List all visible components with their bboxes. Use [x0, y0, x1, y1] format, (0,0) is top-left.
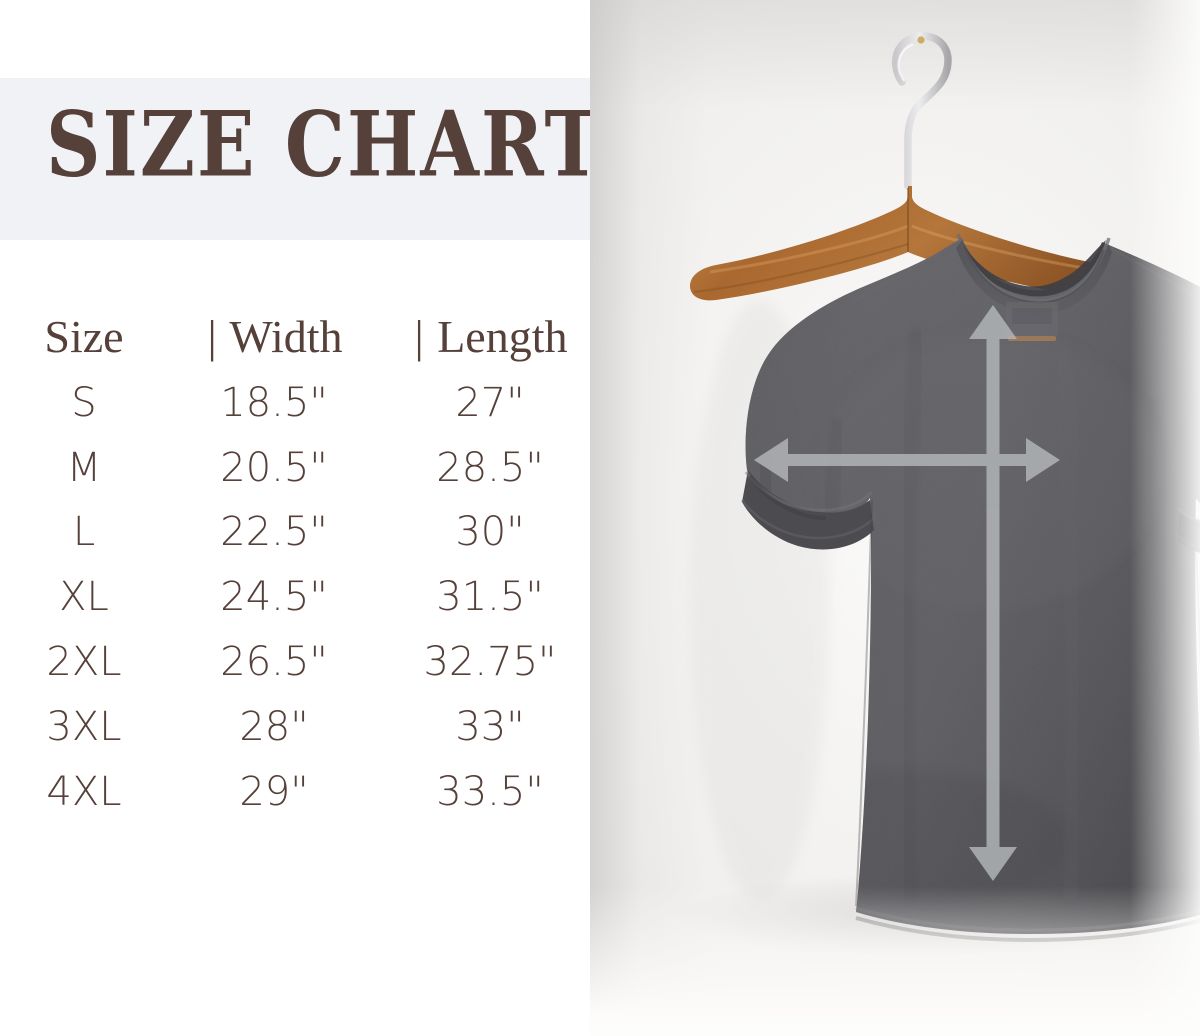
column-header-size: Size [44, 311, 124, 362]
column-header-width-label: Width [229, 311, 343, 362]
header-separator-1: | [207, 311, 217, 362]
wooden-hanger [690, 186, 1130, 301]
neck-tag [1006, 302, 1058, 341]
cell-size: 2XL [46, 639, 122, 686]
size-table: Size | Width | Length S 18.5" 27" [0, 308, 600, 824]
photo-shadow-left [590, 0, 710, 1036]
cell-length: 32.75" [423, 639, 557, 686]
cell-size: S [71, 379, 97, 426]
header-separator-2: | [414, 311, 424, 362]
cell-width: 24.5" [220, 574, 328, 621]
photo-right-fade [1130, 0, 1200, 1036]
table-row: 2XL 26.5" 32.75" [0, 630, 600, 695]
table-row: 4XL 29" 33.5" [0, 760, 600, 825]
cell-length: 27" [455, 379, 525, 426]
page-title: SIZE CHART [46, 92, 603, 198]
cell-size: XL [59, 574, 109, 621]
table-row: M 20.5" 28.5" [0, 436, 600, 501]
tshirt-illustration [670, 32, 1200, 958]
cell-length: 30" [455, 509, 525, 556]
table-row: L 22.5" 30" [0, 500, 600, 565]
cell-size: 3XL [46, 703, 122, 750]
cell-width: 22.5" [220, 509, 328, 556]
cell-width: 18.5" [220, 379, 328, 426]
cell-width: 29" [239, 768, 309, 815]
size-table-body: S 18.5" 27" M 20.5" 28.5" L 22.5" 30" XL… [0, 371, 600, 825]
table-row: XL 24.5" 31.5" [0, 565, 600, 630]
size-table-container: Size | Width | Length S 18.5" 27" [0, 308, 600, 868]
photo-bottom-fade [590, 886, 1200, 1036]
cell-size: 4XL [46, 768, 122, 815]
cell-size: M [66, 444, 102, 491]
cell-width: 28" [239, 703, 309, 750]
size-table-header: Size | Width | Length [0, 308, 600, 371]
table-row: 3XL 28" 33" [0, 695, 600, 760]
hanger-hook [891, 32, 952, 190]
table-row: S 18.5" 27" [0, 371, 600, 436]
banner-arrow-shape [0, 78, 702, 240]
column-header-length-label: Length [437, 311, 568, 362]
column-header-length: | Length [380, 308, 600, 371]
table-header-row: Size | Width | Length [0, 308, 600, 371]
cell-size: L [72, 509, 96, 556]
cell-length: 33.5" [436, 768, 544, 815]
tshirt-photo [590, 0, 1200, 1036]
cell-width: 20.5" [220, 444, 328, 491]
cell-length: 33" [455, 703, 525, 750]
title-banner: SIZE CHART [0, 78, 702, 240]
cell-width: 26.5" [220, 639, 328, 686]
column-header-width: | Width [168, 308, 380, 371]
cell-length: 31.5" [436, 574, 544, 621]
sleeve-cuff-left [740, 470, 875, 550]
cell-length: 28.5" [436, 444, 544, 491]
